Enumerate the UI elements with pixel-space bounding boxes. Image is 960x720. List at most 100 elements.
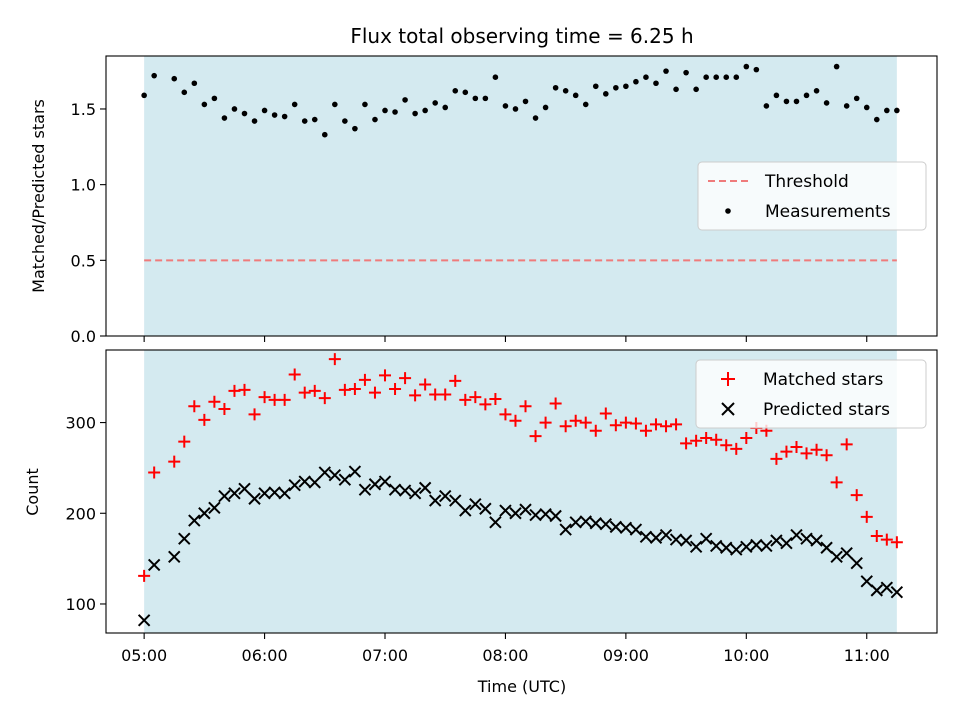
predicted-star-point [439,489,452,503]
top-y-axis-label: Matched/Predicted stars [29,99,48,293]
matched-star-point [740,431,753,444]
predicted-star-point [318,466,331,479]
measurement-point [572,92,579,99]
predicted-star-point [228,487,241,500]
measurement-point [763,103,770,109]
matched-star-point [298,386,311,399]
measurement-point [261,107,268,114]
predicted-star-point [820,541,833,554]
predicted-star-point [258,487,271,500]
matched-star-point [208,395,221,408]
measurement-point [191,80,198,87]
measurement-point [693,86,699,93]
measurement-point [713,74,720,80]
matched-star-point [810,443,823,456]
measurement-point [783,98,790,105]
matched-star-point [459,393,472,406]
matched-star-point [549,397,562,410]
matched-star-point [579,416,592,429]
matched-star-point [409,389,422,402]
predicted-star-point [720,541,733,554]
measurement-point [623,83,629,90]
predicted-star-point [659,528,673,542]
predicted-star-point [609,520,623,534]
matched-star-point [439,388,452,401]
predicted-star-point [449,494,462,507]
measurement-point [392,109,398,115]
predicted-star-point [137,614,151,627]
matched-star-point [328,353,341,366]
measurement-point [291,101,298,108]
legend-predicted-swatch [721,402,735,416]
predicted-star-point [539,507,552,521]
matched-star-point [720,439,733,452]
measurement-point [753,66,760,73]
matched-star-point [599,407,612,420]
legend-matched-swatch [721,372,735,386]
predicted-star-point [348,465,362,478]
predicted-star-point [288,478,301,492]
predicted-star-point [248,492,261,505]
predicted-star-point [328,468,342,482]
predicted-star-point [709,539,723,553]
bottom-axes-frame [105,349,938,634]
top-legend-box [697,161,927,231]
matched-star-point [589,424,602,437]
predicted-star-point [178,532,191,545]
matched-star-point [188,400,201,413]
measurement-point [603,91,609,97]
predicted-star-point [760,539,773,553]
measurement-point [301,118,308,124]
measurement-point [432,100,438,106]
matched-star-point [790,441,803,454]
legend-threshold-label: Threshold [764,172,849,192]
predicted-star-point [549,509,562,523]
predicted-star-point [418,481,432,495]
predicted-star-point [740,540,753,554]
measurement-point [873,116,880,123]
predicted-star-point [278,487,291,500]
measurement-point [402,97,408,103]
matched-star-point [569,414,582,427]
matched-star-point [649,418,662,431]
matched-star-point [519,400,532,413]
measurement-point [181,89,188,96]
bottom-legend: Matched stars Predicted stars [695,359,927,429]
measurement-point [241,110,248,117]
predicted-star-point [559,523,572,536]
matched-star-point [288,368,301,381]
measurement-point [663,68,669,74]
matched-star-point [178,435,191,448]
matched-star-point [559,420,572,433]
measurement-point [683,69,689,76]
measurement-point [613,84,619,91]
measurement-point [522,98,529,105]
y-tick-label: 200 [65,504,96,523]
predicted-star-point [489,516,502,529]
chart-title: Flux total observing time = 6.25 h [350,24,693,48]
predicted-star-point [529,508,542,522]
matched-star-point [609,419,622,432]
matched-star-point [238,383,251,396]
predicted-star-point [358,483,372,496]
predicted-star-point [730,543,743,556]
measurement-point [703,74,709,80]
matched-star-point [730,442,743,455]
matched-star-point [399,372,412,385]
measurement-point [743,63,750,70]
top-x-ticks [143,336,868,342]
matched-star-point [629,417,642,430]
measurement-point [733,74,740,80]
matched-star-point [389,383,402,396]
measurement-point [653,80,659,87]
predicted-star-point [408,487,422,500]
matched-star-point [419,378,432,391]
x-tick-label: 11:00 [844,646,890,665]
predicted-star-point [378,475,392,488]
top-axes-frame [105,55,938,337]
predicted-star-point [639,530,653,544]
measurement-point [813,88,820,94]
legend-matched-label: Matched stars [763,370,883,390]
measurement-point [863,104,870,111]
